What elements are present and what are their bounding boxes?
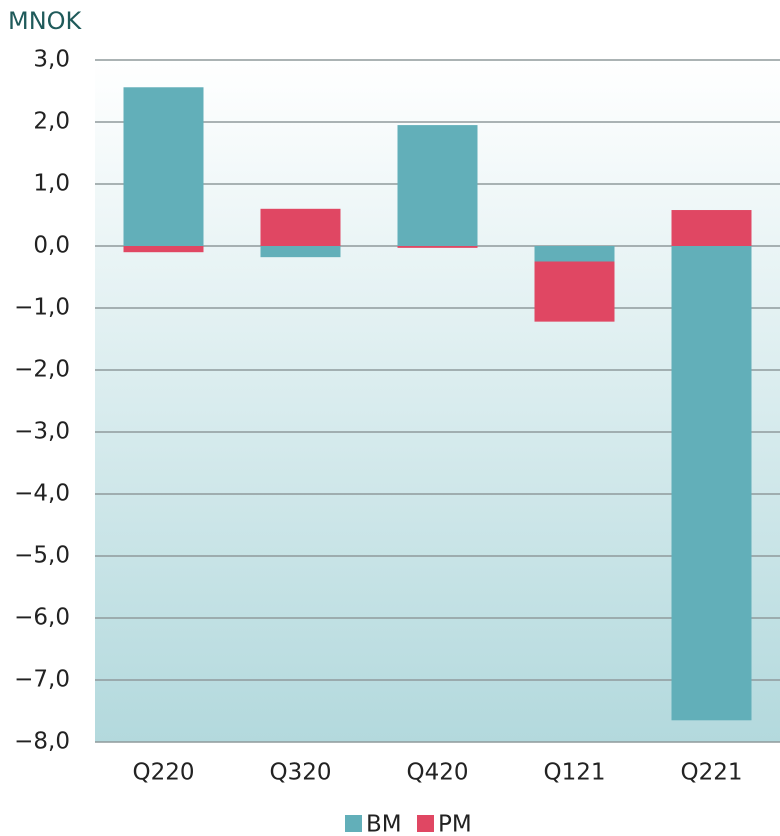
bar-segment [534,261,615,322]
x-tick-label: Q221 [680,760,742,786]
y-tick-label: 2,0 [33,109,70,135]
x-tick-label: Q420 [406,760,468,786]
y-tick-label: −1,0 [14,295,70,321]
x-tick-label: Q121 [543,760,605,786]
bar-segment [123,87,204,246]
y-tick-label: 1,0 [33,171,70,197]
y-tick-label: 3,0 [33,47,70,73]
bar-segment [397,246,478,248]
bar-segment [671,210,752,246]
x-tick-label: Q320 [269,760,331,786]
bar-segment [260,246,341,258]
legend-label: PM [438,812,472,836]
y-tick-label: −8,0 [14,729,70,755]
legend-swatch [345,815,362,832]
y-tick-label: −7,0 [14,667,70,693]
bar-segment [397,125,478,246]
bar-segment [534,246,615,262]
bar-segment [260,208,341,246]
x-tick-label: Q220 [132,760,194,786]
legend-label: BM [366,812,402,836]
bar-segment [123,246,204,253]
y-tick-label: −6,0 [14,605,70,631]
y-axis-label: MNOK [8,7,83,35]
y-tick-label: −2,0 [14,357,70,383]
y-tick-label: 0,0 [33,233,70,259]
bar-segment [671,246,752,721]
y-tick-label: −4,0 [14,481,70,507]
y-tick-label: −5,0 [14,543,70,569]
legend-swatch [417,815,434,832]
y-tick-label: −3,0 [14,419,70,445]
